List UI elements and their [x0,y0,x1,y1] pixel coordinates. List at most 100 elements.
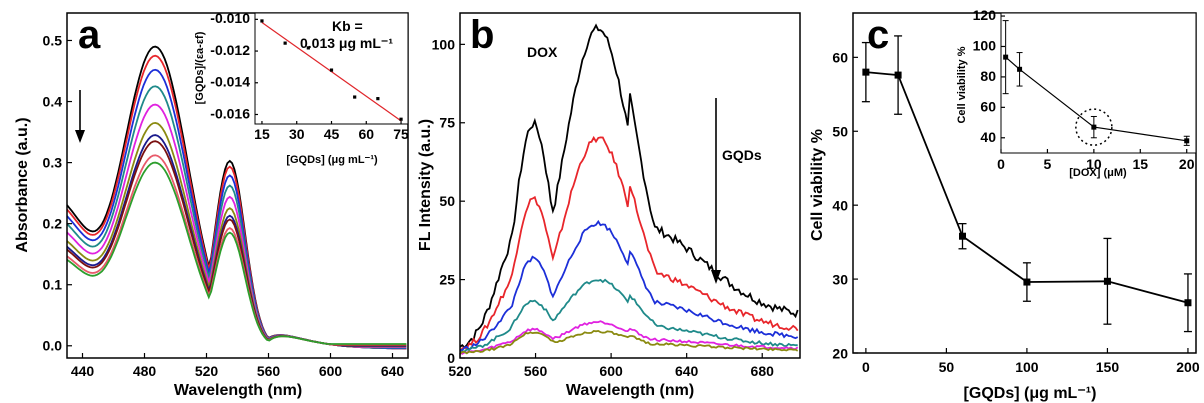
panel-b-spectrum-line [459,135,799,353]
panel-a-x-tick-label: 440 [71,363,95,379]
panel-c-inset-y-tick-label: 60 [980,99,996,115]
panel-a-inset-x-tick-label: 30 [289,126,305,142]
panel-a-x-tick-label: 520 [195,363,219,379]
panel-c-inset-point [1091,124,1097,130]
panel-c-inset-highlight-circle [1075,108,1113,146]
panel-c-series-line [865,71,1189,304]
panel-a: 440 480 520 560 600 640 0.00.10.20.30.40.5 a … [14,10,409,399]
panel-a-inset-point [283,41,287,45]
panel-a-x-tick-label: 600 [319,363,343,379]
panel-a-inset-x-tick-label: 75 [393,126,409,142]
panel-a-inset-y-tick-label: -0.012 [210,42,250,58]
panel-c-inset-point [1017,66,1023,72]
panel-a-frame [66,12,409,359]
panel-b-x-tick-label: 600 [599,363,623,379]
panel-b-spectrum-line [459,320,799,355]
panel-b-frame [459,12,801,359]
panel-c-x-tick-label: 100 [1015,359,1039,375]
panel-a-x-tick-label: 640 [381,363,405,379]
panel-a-inset-point [399,117,403,121]
panel-b-x-tick-label: 560 [524,363,548,379]
panel-a-inset-x-axis-label: [GQDs] (μg mL⁻¹) [286,154,378,166]
panel-a-inset-x-tick-label: 45 [324,126,340,142]
panel-a-x-ticks: 440 480 520 560 600 640 [71,353,405,379]
panel-a-inset-x-tick-label: 15 [254,126,270,142]
panel-b-spectra [459,23,799,355]
panel-a-x-axis-label: Wavelength (nm) [174,382,302,399]
panel-a-spectra [66,45,407,350]
panel-c-inset-x-tick-label: 10 [1086,156,1102,172]
panel-c-point [1103,277,1111,285]
panel-a-y-tick-label: 0.5 [43,32,63,48]
panel-a-inset-point [260,19,264,23]
panel-a-y-tick-label: 0.0 [43,338,63,354]
panel-a-inset: 15 30 45 60 75 -0.010 -0.012 -0.014 -0.016 [GQDs… [194,10,409,166]
panel-a-arrow [75,90,85,143]
panel-b-letter: b [470,13,494,57]
panel-a-y-axis-label: Absorbance (a.u.) [14,117,31,252]
panel-b: 520 560 600 640 680 0 25 50 75 100 b Wavelength … [417,12,801,399]
panel-a-x-tick-label: 480 [133,363,157,379]
panel-c-point [894,71,902,79]
panel-a-y-tick-label: 0.4 [43,93,63,109]
panel-b-spectrum-line [459,329,799,355]
panel-a-inset-y-tick-label: -0.010 [210,10,250,26]
panel-a-spectrum-line [66,161,407,345]
panel-c-x-axis-label: [GQDs] (μg mL⁻¹) [964,385,1097,402]
kb-annotation-line2: 0.013 μg mL⁻¹ [300,35,393,51]
panel-b-spectrum-line [459,219,799,352]
panel-c-data [861,35,1192,333]
panel-c-y-tick-label: 60 [832,50,848,66]
panel-a-x-tick-label: 560 [257,363,281,379]
panel-c-y-tick-label: 30 [832,271,848,287]
panel-c-y-tick-label: 20 [832,345,848,361]
panel-c-inset-x-tick-label: 20 [1179,156,1195,172]
panel-c-inset-y-tick-label: 100 [973,38,997,54]
panel-a-inset-point [376,97,380,101]
panel-b-y-tick-label: 50 [439,193,455,209]
panel-c-inset: 0 5 10 15 20 40 60 80 100 120 [DOX] (μM) Cell via… [956,7,1197,179]
panel-c-y-tick-label: 40 [832,197,848,213]
panel-c-y-axis-label: Cell viability % [809,129,826,241]
panel-a-inset-y-tick-label: -0.016 [210,105,250,121]
panel-b-y-tick-label: 100 [432,36,456,52]
panel-b-x-ticks: 520 560 600 640 680 [448,353,774,379]
panel-b-y-axis-label: FL Intensity (a.u.) [417,119,434,251]
panel-c-x-tick-label: 50 [939,359,955,375]
panel-c-point [959,232,967,240]
panel-b-arrow [711,98,721,284]
kb-annotation-line1: Kb = [332,18,363,34]
panel-a-y-tick-label: 0.2 [43,216,63,232]
panel-c-x-ticks: 0 50 100 150 200 [862,348,1200,375]
panel-a-inset-y-axis-label: [GQDs]/(εa-εf) [194,31,206,104]
panel-b-x-axis-label: Wavelength (nm) [566,382,694,399]
panel-c-point [1023,278,1031,286]
panel-c-inset-x-tick-label: 5 [1044,156,1052,172]
panel-a-y-ticks: 0.0 0.1 0.2 0.3 0.4 0.5 [43,32,72,354]
panel-a-inset-point [329,68,334,72]
panel-c-x-tick-label: 200 [1176,359,1200,375]
panel-c-point [862,68,870,76]
panel-c-inset-line [1005,56,1187,142]
panel-c-x-tick-label: 0 [862,359,870,375]
panel-b-y-tick-label: 25 [439,271,455,287]
dox-label: DOX [527,44,558,60]
panel-b-spectrum-line [459,278,798,354]
panel-b-x-tick-label: 640 [675,363,699,379]
panel-c-point [1184,299,1192,307]
panel-c-inset-y-axis-label: Cell viability % [956,46,968,123]
panel-a-inset-x-tick-label: 60 [358,126,374,142]
panel-b-y-ticks: 0 25 50 75 100 [432,36,465,366]
panel-a-y-tick-label: 0.3 [43,155,63,171]
panel-b-x-tick-label: 680 [751,363,775,379]
panel-c-inset-y-tick-label: 120 [973,7,997,23]
panel-a-y-tick-label: 0.1 [43,277,63,293]
panel-a-inset-y-tick-label: -0.014 [210,74,250,90]
panel-c-x-tick-label: 150 [1096,359,1120,375]
panel-b-spectrum-line [459,23,799,349]
panel-a-inset-point [306,46,310,50]
panel-a-inset-point [353,95,357,99]
panel-c-inset-x-tick-label: 15 [1132,156,1148,172]
